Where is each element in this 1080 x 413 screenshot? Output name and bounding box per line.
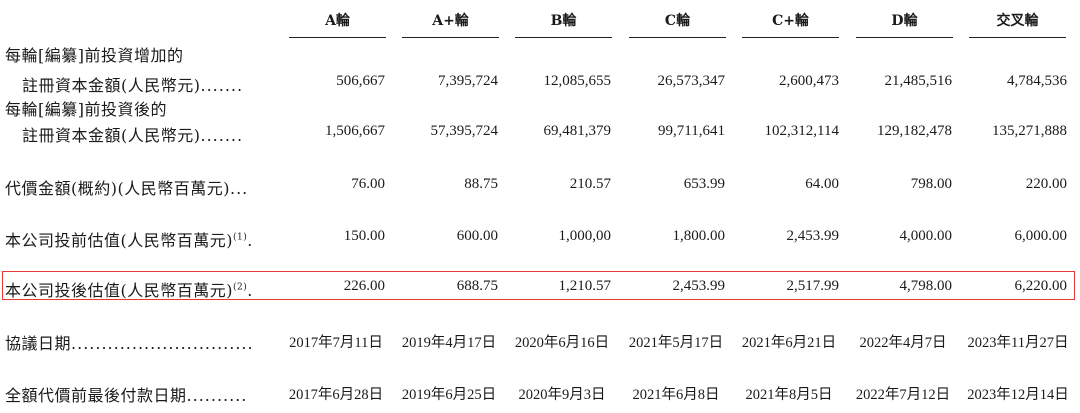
column-header-b: B輪 [515, 10, 612, 38]
table-cell: 226.00 [343, 278, 385, 294]
row-label-registered-before-line2: 註冊資本金額(人民幣元)....... [22, 72, 243, 96]
row-label-pre-money: 本公司投前估值(人民幣百萬元)(1). [5, 227, 253, 251]
table-cell: 6,000.00 [1014, 228, 1068, 244]
row-label-agreement-date: 協議日期.............................. [5, 330, 254, 354]
table-cell: 6,220.00 [1014, 278, 1068, 294]
table-cell: 1,506,667 [325, 123, 385, 139]
column-header-c-plus: C+輪 [742, 10, 839, 38]
row-label-registered-after-line2: 註冊資本金額(人民幣元)....... [22, 122, 243, 146]
table-cell: 2022年4月7日 [859, 335, 947, 351]
table-cell: 2,600,473 [779, 73, 839, 89]
table-cell: 129,182,478 [877, 123, 952, 139]
table-cell: 2021年6月21日 [741, 335, 837, 351]
leader-dots: .............................. [71, 334, 254, 353]
table-cell: 99,711,641 [658, 123, 725, 139]
table-cell: 220.00 [1025, 176, 1067, 192]
row-label-registered-before-line1: 每輪[編纂]前投資增加的 [5, 46, 184, 65]
table-cell: 88.75 [464, 176, 498, 192]
table-cell: 2,453.99 [786, 228, 840, 244]
table-cell: 1,000,00 [558, 228, 612, 244]
table-cell: 12,085,655 [543, 73, 612, 89]
label-text: 註冊資本金額(人民幣元) [22, 76, 201, 95]
table-cell: 2021年8月5日 [745, 387, 833, 403]
table-cell: 2017年6月28日 [288, 387, 384, 403]
table-cell: 4,784,536 [1007, 73, 1067, 89]
label-text: 註冊資本金額(人民幣元) [22, 126, 201, 145]
footnote-marker: (1) [233, 232, 248, 243]
table-cell: 102,312,114 [764, 123, 839, 139]
row-label-post-money: 本公司投後估值(人民幣百萬元)(2). [5, 277, 253, 301]
table-cell: 2021年6月8日 [632, 387, 720, 403]
table-cell: 2019年6月25日 [401, 387, 497, 403]
leader-dots: .......... [186, 386, 248, 405]
table-cell: 4,000.00 [899, 228, 953, 244]
column-header-a-plus: A+輪 [402, 10, 499, 38]
table-cell: 1,210.57 [558, 278, 612, 294]
row-label-consideration: 代價金額(概約)(人民幣百萬元)... [5, 175, 248, 199]
table-cell: 69,481,379 [543, 123, 612, 139]
table-cell: 2021年5月17日 [628, 335, 724, 351]
label-text: 協議日期 [5, 334, 72, 353]
highlight-box [2, 271, 1075, 300]
table-cell: 150.00 [343, 228, 385, 244]
table-cell: 21,485,516 [884, 73, 953, 89]
table-cell: 57,395,724 [430, 123, 499, 139]
label-text: 全額代價前最後付款日期 [5, 386, 187, 405]
table-cell: 1,800.00 [672, 228, 726, 244]
footnote-marker: (2) [233, 282, 248, 293]
table-cell: 2019年4月17日 [401, 335, 497, 351]
label-text: 代價金額(概約)(人民幣百萬元) [5, 179, 230, 198]
leader-dots: ....... [200, 76, 244, 95]
label-text: 本公司投前估值(人民幣百萬元) [5, 231, 233, 250]
column-header-a: A輪 [289, 10, 386, 38]
table-cell: 210.57 [569, 176, 611, 192]
table-cell: 688.75 [456, 278, 498, 294]
table-cell: 2020年6月16日 [514, 335, 610, 351]
table-cell: 135,271,888 [992, 123, 1067, 139]
leader-dots: ... [229, 179, 249, 198]
column-header-d: D輪 [856, 10, 953, 38]
table-cell: 2,453.99 [672, 278, 726, 294]
row-label-payment-date: 全額代價前最後付款日期.......... [5, 382, 247, 406]
leader-dots: . [247, 231, 254, 250]
table-cell: 2017年7月11日 [289, 335, 383, 351]
leader-dots: ....... [200, 126, 244, 145]
table-cell: 2023年12月14日 [967, 387, 1069, 403]
table-cell: 26,573,347 [657, 73, 726, 89]
label-text: 本公司投後估值(人民幣百萬元) [5, 281, 233, 300]
row-label-registered-after-line1: 每輪[編纂]前投資後的 [5, 100, 167, 119]
table-cell: 64.00 [805, 176, 839, 192]
table-cell: 76.00 [351, 176, 385, 192]
table-cell: 4,798.00 [899, 278, 953, 294]
table-cell: 2022年7月12日 [855, 387, 951, 403]
table-cell: 653.99 [683, 176, 725, 192]
table-cell: 7,395,724 [438, 73, 498, 89]
leader-dots: . [247, 281, 254, 300]
table-cell: 2023年11月27日 [967, 335, 1069, 351]
table-cell: 798.00 [910, 176, 952, 192]
column-header-cross: 交叉輪 [969, 10, 1066, 38]
column-header-c: C輪 [629, 10, 726, 38]
table-cell: 600.00 [456, 228, 498, 244]
table-cell: 506,667 [336, 73, 385, 89]
table-cell: 2020年9月3日 [518, 387, 606, 403]
table-cell: 2,517.99 [786, 278, 840, 294]
